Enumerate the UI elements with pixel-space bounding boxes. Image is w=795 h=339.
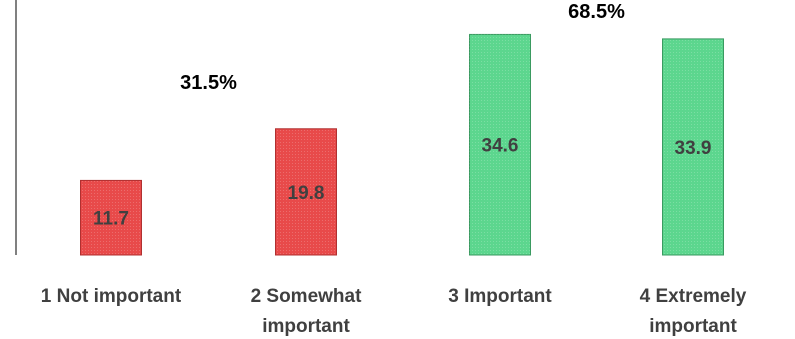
category-label-2-line-1: 2 Somewhat [251, 286, 363, 307]
category-label-2-line-2: important [262, 316, 350, 337]
bar-texture-1 [80, 180, 142, 255]
category-label-3-line-1: 3 Important [448, 286, 552, 307]
group-annotation-2: 68.5% [568, 1, 625, 23]
bar-value-label-2: 19.8 [288, 183, 325, 204]
bar-value-label-3: 34.6 [482, 136, 519, 157]
bar-texture-2 [275, 128, 337, 255]
group-annotations-group: 31.5% 68.5% [180, 1, 625, 94]
category-label-1-line-1: 1 Not important [41, 286, 182, 307]
category-label-4-line-2: important [649, 316, 737, 337]
bars-group [80, 33, 724, 256]
bar-value-label-1: 11.7 [93, 209, 129, 230]
group-annotation-1: 31.5% [180, 72, 237, 94]
value-labels-group: 11.7 19.8 34.6 33.9 [93, 136, 711, 230]
bar-texture-4 [662, 38, 724, 256]
category-label-4-line-1: 4 Extremely [640, 286, 747, 307]
category-labels-group: 1 Not important 2 Somewhat important 3 Impo… [41, 286, 747, 337]
bar-value-label-4: 33.9 [675, 138, 712, 159]
bar-texture-3 [469, 34, 531, 255]
